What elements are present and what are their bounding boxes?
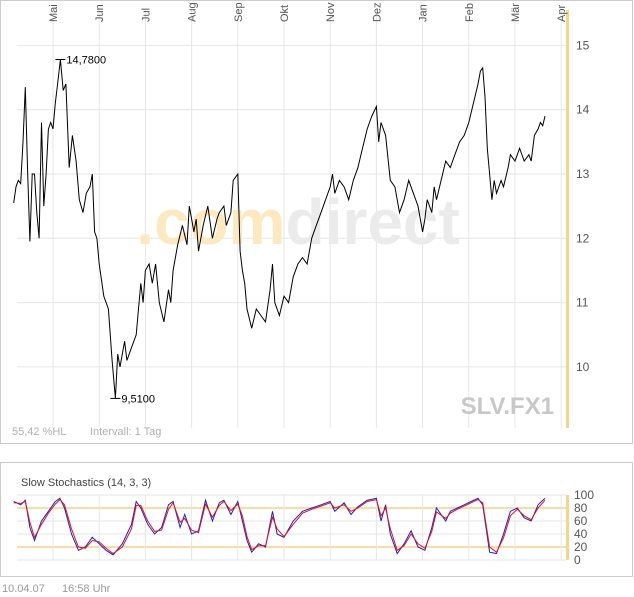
- price-tick-label: 11: [576, 296, 589, 310]
- stochastics-tick-label: 20: [574, 540, 588, 554]
- stochastics-k-line: [13, 497, 546, 556]
- low-annotation-label: 9,5100: [121, 393, 155, 405]
- month-tick-label: Aug: [187, 2, 199, 22]
- brand-watermark: .comdirect: [136, 186, 460, 258]
- month-tick-label: Feb: [464, 3, 476, 22]
- month-tick-label: Mär: [510, 3, 522, 22]
- price-series-line: [13, 59, 546, 399]
- stochastics-title: Slow Stochastics (14, 3, 3): [21, 477, 151, 489]
- month-tick-label: Jun: [94, 4, 106, 22]
- watermark-text: .comdirect: [136, 186, 460, 258]
- stochastics-tick-label: 100: [574, 488, 594, 502]
- month-tick-label: Mai: [48, 4, 60, 22]
- stochastics-frame: [0, 462, 633, 577]
- month-tick-label: Okt: [279, 5, 291, 22]
- month-tick-label: Apr: [556, 5, 568, 22]
- month-axis: Mai Jun Jul Aug Sep Okt Nov Dez Jan Feb Mär Apr: [48, 2, 568, 22]
- month-tick-label: Jul: [140, 8, 152, 22]
- price-tick-label: 13: [576, 167, 590, 181]
- price-y-axis: 10 11 12 13 14 15: [576, 38, 590, 374]
- month-tick-label: Dez: [371, 2, 383, 22]
- price-tick-label: 10: [576, 360, 590, 374]
- stochastics-d-line: [13, 498, 546, 555]
- stochastics-tick-label: 60: [574, 514, 588, 528]
- stochastics-axis-strip: [566, 495, 569, 560]
- price-chart: .comdirect Mai Jun Jul Aug Sep Okt Nov Dez Jan Fe…: [0, 0, 633, 444]
- month-tick-label: Nov: [325, 2, 337, 22]
- price-tick-label: 12: [576, 231, 590, 245]
- price-tick-label: 15: [576, 38, 590, 52]
- price-axis-strip: [566, 10, 569, 428]
- symbol-label: SLV.FX1: [461, 393, 554, 420]
- range-percent-label: 55,42 %HL: [12, 426, 66, 438]
- month-tick-label: Sep: [233, 2, 245, 22]
- footer-date: 10.04.07: [2, 583, 45, 595]
- stochastics-grid: [17, 494, 569, 561]
- price-tick-label: 14: [576, 103, 590, 117]
- price-chart-frame: [0, 0, 633, 444]
- watermark-dot-com: .com: [136, 186, 285, 258]
- stochastics-tick-label: 80: [574, 501, 588, 515]
- high-low-annotations: 14,7800 9,5100: [55, 55, 155, 405]
- interval-label: Intervall: 1 Tag: [90, 426, 161, 438]
- footer-time: 16:58 Uhr: [62, 583, 111, 595]
- high-annotation-label: 14,7800: [66, 55, 106, 67]
- watermark-direct: direct: [286, 186, 460, 258]
- stochastics-tick-label: 40: [574, 527, 588, 541]
- month-tick-label: Jan: [418, 4, 430, 22]
- stochastics-tick-label: 0: [574, 553, 581, 567]
